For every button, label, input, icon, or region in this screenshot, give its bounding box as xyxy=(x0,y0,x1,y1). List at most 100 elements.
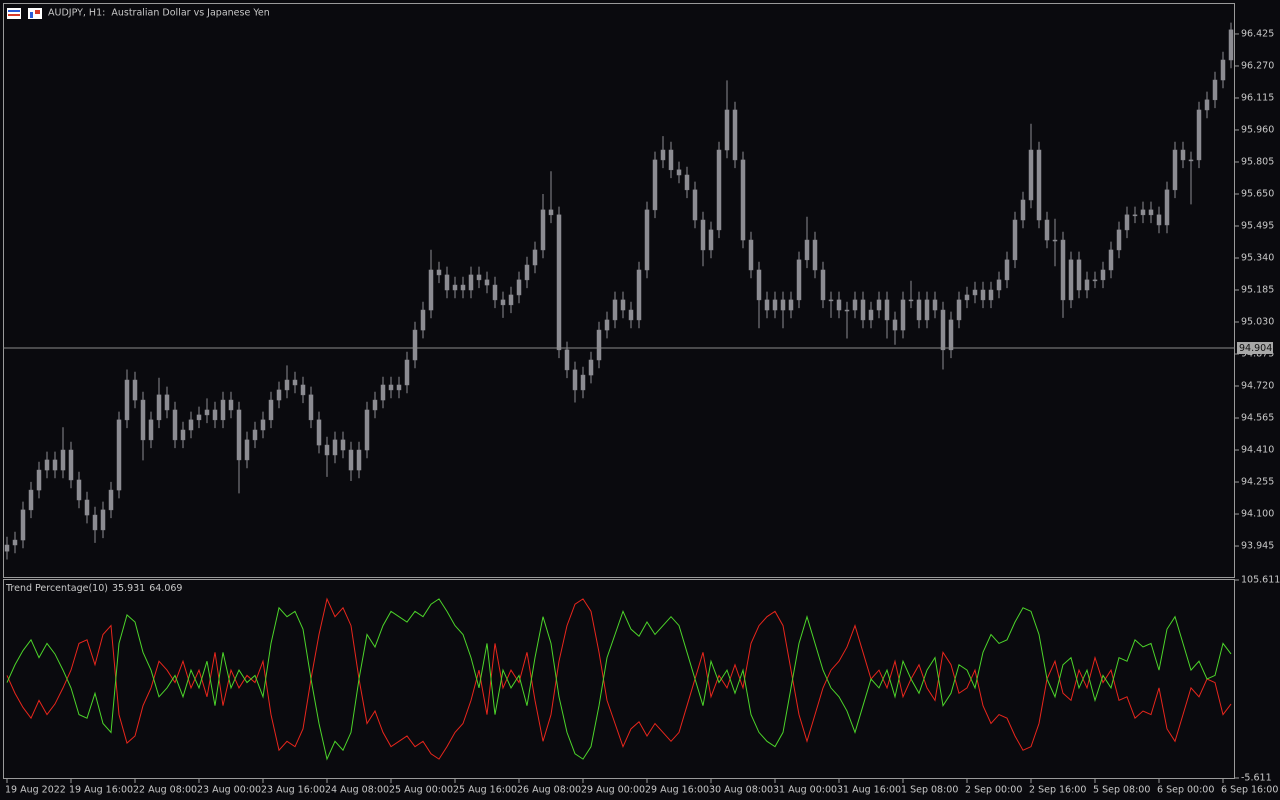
candle-body xyxy=(132,379,138,401)
candle-body xyxy=(628,309,634,321)
candle-body xyxy=(396,384,402,391)
x-tick-label: 6 Sep 16:00 xyxy=(1221,785,1278,796)
candle-body xyxy=(292,379,298,386)
candle-body xyxy=(796,259,802,301)
candle-body xyxy=(404,359,410,386)
candle-body xyxy=(668,149,674,171)
candle-body xyxy=(1196,109,1202,161)
x-tick-label: 26 Aug 08:00 xyxy=(517,785,581,796)
candle-body xyxy=(1156,214,1162,226)
candle-body xyxy=(284,379,290,391)
candle-body xyxy=(1052,239,1058,242)
y-tick-label: 94.410 xyxy=(1241,445,1274,456)
candle-body xyxy=(324,444,330,456)
candle-body xyxy=(1028,149,1034,201)
price-panel-frame xyxy=(3,3,1235,578)
candle-body xyxy=(20,509,26,541)
x-tick-label: 30 Aug 08:00 xyxy=(709,785,773,796)
x-tick-label: 22 Aug 08:00 xyxy=(133,785,197,796)
x-tick-label: 24 Aug 08:00 xyxy=(325,785,389,796)
candle-body xyxy=(204,409,210,416)
candle-body xyxy=(644,209,650,271)
candle-body xyxy=(244,439,250,461)
y-tick-label: 94.100 xyxy=(1241,509,1274,520)
price-label: 94.904 xyxy=(1239,343,1272,354)
chart-title: AUDJPY, H1: Australian Dollar vs Japanes… xyxy=(48,8,270,19)
candle-body xyxy=(588,359,594,376)
candle-body xyxy=(1164,189,1170,226)
candle-body xyxy=(532,249,538,266)
x-tick-label: 25 Aug 16:00 xyxy=(453,785,517,796)
candle-body xyxy=(500,299,506,306)
candle-body xyxy=(1108,249,1114,271)
candle-body xyxy=(228,399,234,411)
x-tick-label: 31 Aug 00:00 xyxy=(773,785,837,796)
candle-body xyxy=(1204,99,1210,111)
candle-body xyxy=(1084,279,1090,291)
candle-body xyxy=(180,429,186,441)
candle-body xyxy=(964,294,970,301)
candle-body xyxy=(4,544,10,552)
candle-body xyxy=(52,459,58,471)
candle-body xyxy=(188,419,194,431)
candle-body xyxy=(732,109,738,161)
candle-body xyxy=(564,349,570,371)
candle-body xyxy=(828,299,834,302)
x-tick-label: 23 Aug 00:00 xyxy=(197,785,261,796)
indicator-title: Trend Percentage(10) xyxy=(5,583,108,594)
candle-body xyxy=(28,489,34,511)
x-tick-label: 31 Aug 16:00 xyxy=(837,785,901,796)
y-tick-label: 95.495 xyxy=(1241,220,1274,231)
indicator-value: 35.931 xyxy=(112,583,145,594)
candle-body xyxy=(1092,279,1098,282)
candle-body xyxy=(460,284,466,291)
candle-body xyxy=(356,449,362,471)
y-tick-label: 96.270 xyxy=(1241,60,1274,71)
x-tick-label: 25 Aug 00:00 xyxy=(389,785,453,796)
candle-body xyxy=(516,279,522,296)
candle-body xyxy=(1036,149,1042,221)
indicator-line xyxy=(6,598,1232,761)
candle-body xyxy=(660,149,666,161)
candle-body xyxy=(892,319,898,331)
candle-body xyxy=(1116,229,1122,251)
icon xyxy=(8,14,20,16)
candle-body xyxy=(436,269,442,276)
candle-body xyxy=(1068,259,1074,301)
candle-body xyxy=(980,289,986,301)
candle-body xyxy=(996,279,1002,291)
icon xyxy=(7,8,21,19)
candle-body xyxy=(1188,159,1194,162)
candle-body xyxy=(764,299,770,311)
candle-body xyxy=(572,369,578,391)
x-tick-label: 23 Aug 16:00 xyxy=(261,785,325,796)
candle-body xyxy=(36,469,42,491)
candle-body xyxy=(596,329,602,361)
candle-body xyxy=(196,414,202,421)
candle-body xyxy=(924,299,930,321)
candle-body xyxy=(316,419,322,446)
candle-body xyxy=(1124,214,1130,231)
candle-body xyxy=(772,299,778,311)
x-tick-label: 1 Sep 08:00 xyxy=(901,785,958,796)
candle-body xyxy=(428,269,434,311)
candle-body xyxy=(860,299,866,321)
candle-body xyxy=(388,384,394,391)
candle-body xyxy=(492,284,498,301)
x-tick-label: 19 Aug 2022 xyxy=(5,785,66,796)
candle-body xyxy=(540,209,546,251)
candle-body xyxy=(1148,209,1154,216)
candle-body xyxy=(124,379,130,421)
candle-body xyxy=(708,229,714,251)
candle-body xyxy=(684,174,690,191)
candle-body xyxy=(692,189,698,221)
candle-body xyxy=(868,309,874,321)
candle-body xyxy=(156,394,162,421)
y-tick-label: 95.805 xyxy=(1241,156,1274,167)
y-tick-label: -5.611 xyxy=(1241,773,1272,784)
y-tick-label: 94.565 xyxy=(1241,413,1274,424)
candle-body xyxy=(836,299,842,311)
candle-body xyxy=(140,399,146,441)
candle-body xyxy=(900,299,906,331)
